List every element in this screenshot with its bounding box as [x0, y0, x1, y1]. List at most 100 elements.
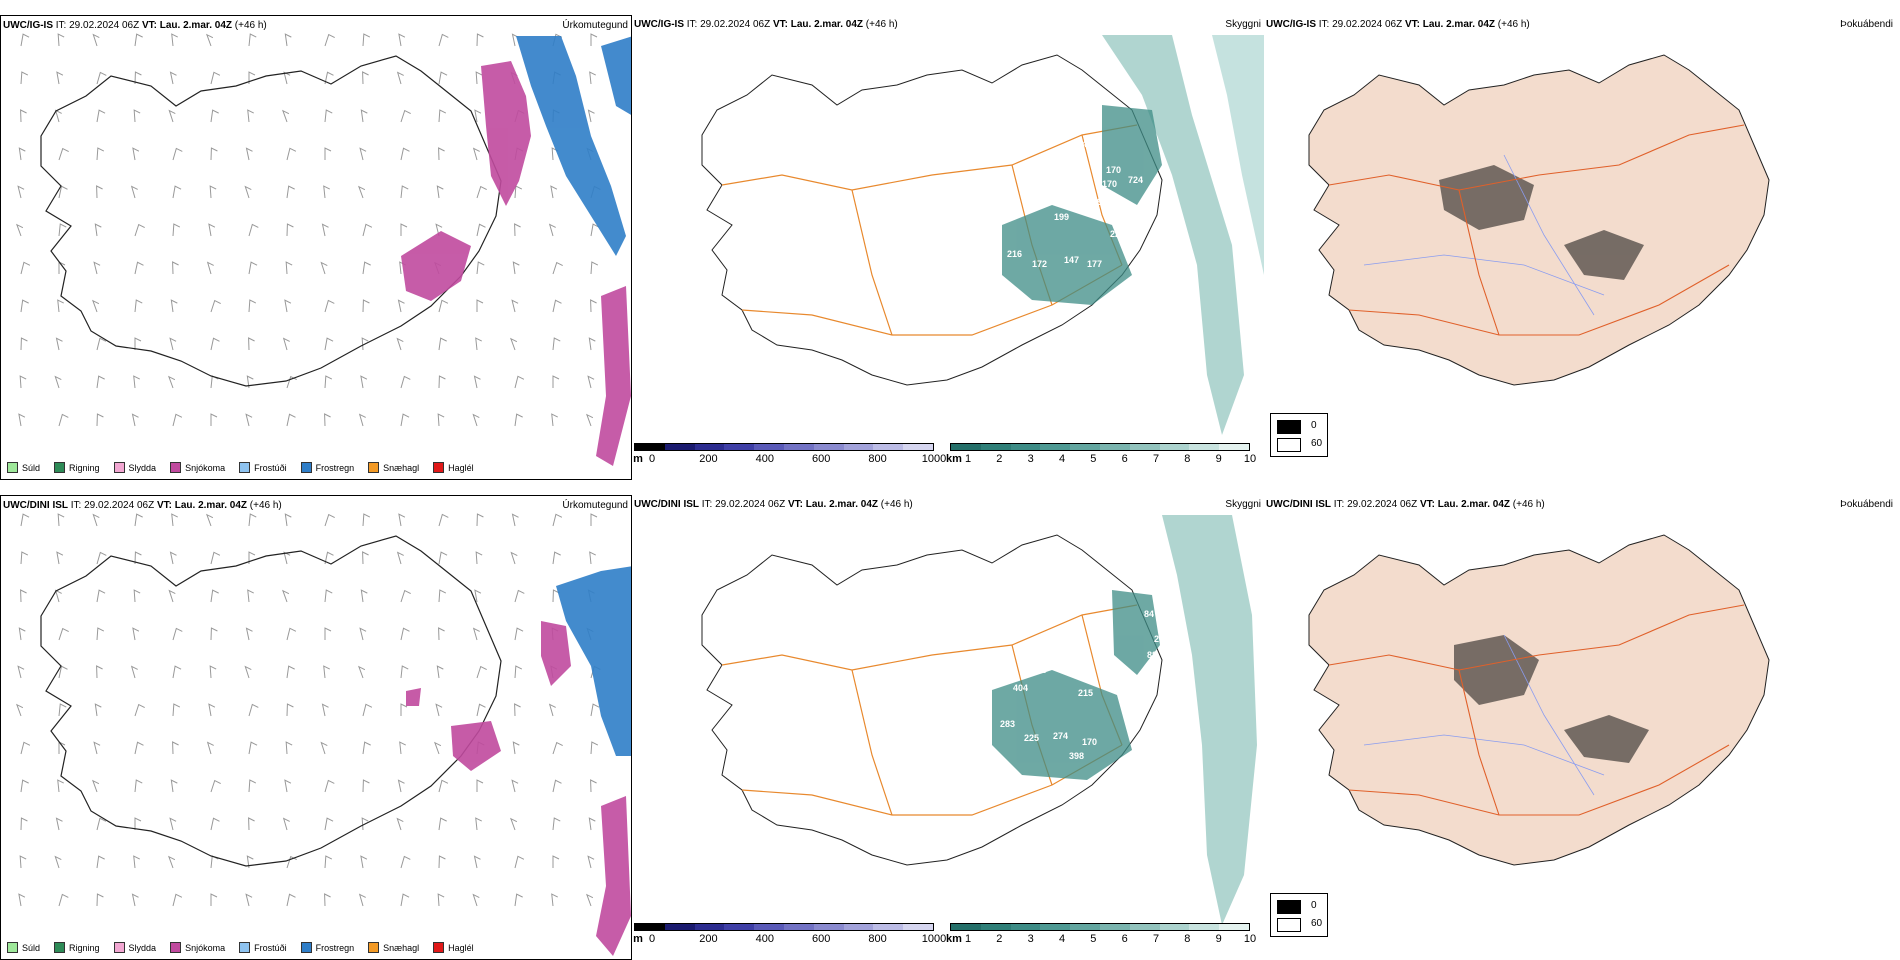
wind-barb: [134, 337, 142, 350]
wind-barb: [361, 337, 369, 351]
wind-barb: [590, 703, 600, 717]
wind-barb: [399, 741, 406, 755]
colorbar-segment: [1189, 444, 1220, 450]
wind-barb: [133, 589, 141, 603]
wind-barb: [170, 779, 178, 793]
wind-barb: [400, 893, 410, 907]
colorbar-tick: 600: [812, 933, 831, 945]
wind-barb: [131, 413, 139, 427]
colorbar-unit: km: [946, 453, 962, 465]
wind-barb: [170, 299, 178, 313]
precip-legend: Súld Rigning Slydda Snjókoma Frostúði Frostre…: [7, 462, 474, 473]
wind-barb: [320, 741, 328, 755]
wind-barb: [130, 665, 138, 679]
colorbar-tick: 800: [868, 453, 887, 465]
wind-barb: [134, 779, 143, 793]
wind-barb: [400, 703, 408, 716]
wind-barb: [20, 261, 31, 275]
wind-barb: [134, 71, 142, 85]
wind-barb: [362, 513, 371, 527]
wind-barb: [284, 513, 292, 527]
field-name: Þokuábendi: [1840, 19, 1893, 30]
colorbar-segment: [813, 444, 844, 450]
wind-barb: [283, 71, 291, 85]
colorbar-tick: 10: [1243, 453, 1257, 465]
visibility-value: 125: [1062, 162, 1077, 172]
wind-barb: [206, 741, 214, 755]
panel-title: UWC/DINI ISL IT: 29.02.2024 06Z VT: Lau.…: [634, 499, 913, 510]
wind-barb: [552, 375, 560, 388]
colorbar-segment: [1010, 924, 1041, 930]
colorbar-tick: 6: [1121, 453, 1128, 465]
visibility-value: 199: [1054, 212, 1069, 222]
wind-barb: [590, 299, 597, 313]
wind-barb: [133, 375, 140, 389]
wind-barb: [93, 261, 101, 275]
low-visibility-area: [992, 590, 1160, 780]
wind-barb: [131, 893, 139, 907]
wind-barb: [58, 893, 69, 907]
visibility-value: 222: [1110, 229, 1125, 239]
colorbar-unit: km: [946, 933, 962, 945]
fog-high-swatch: [1277, 900, 1301, 914]
wind-barb: [590, 261, 599, 275]
wind-barb: [94, 703, 102, 717]
wind-barb: [400, 375, 411, 389]
wind-barb: [209, 185, 217, 199]
visibility-labels: 149 125 170 170 724 95 199 222 216 172 147 177 238 22: [884, 139, 1143, 269]
colorbar-segment: [754, 444, 784, 450]
colorbar-segment: [783, 444, 814, 450]
fog-high-label: 0: [1311, 900, 1317, 911]
colorbar-segment: [903, 444, 933, 450]
legend-entry: Haglél: [433, 942, 474, 953]
colorbar-segment: [813, 924, 844, 930]
wind-barb: [473, 375, 481, 389]
wind-barb: [210, 627, 218, 641]
legend-entry: Súld: [7, 462, 40, 473]
wind-barb: [509, 337, 518, 351]
wind-barb: [248, 703, 259, 717]
legend-label: Haglél: [448, 462, 474, 473]
wind-barb: [282, 817, 290, 831]
wind-barb: [17, 665, 25, 679]
visibility-value: 404: [1013, 683, 1028, 693]
legend-label: Haglél: [448, 942, 474, 953]
colorbar-segment: [694, 924, 725, 930]
wind-barb: [552, 513, 563, 527]
panel-title: UWC/IG-IS IT: 29.02.2024 06Z VT: Lau. 2.…: [634, 19, 898, 30]
wind-barb: [248, 33, 257, 47]
legend-entry: Slydda: [113, 462, 156, 473]
wind-barb: [169, 817, 177, 831]
colorbar-segment: [873, 444, 904, 450]
wind-barb: [436, 185, 444, 199]
colorbar-segment: [635, 444, 665, 450]
wind-barb: [476, 665, 487, 679]
wind-barb: [514, 855, 525, 869]
wind-barb: [248, 261, 258, 275]
fog-index-area: [1454, 635, 1649, 763]
wind-barb: [58, 703, 67, 717]
wind-barb: [360, 375, 368, 389]
wind-barb: [437, 413, 445, 427]
wind-barb: [245, 627, 253, 641]
visibility-panel-bottom: UWC/DINI ISL IT: 29.02.2024 06Z VT: Lau.…: [632, 495, 1264, 960]
wind-barb: [438, 779, 449, 793]
wind-barb: [438, 299, 449, 313]
wind-barb: [438, 109, 447, 123]
sea-fog-band: [1102, 35, 1244, 435]
wind-barb: [54, 855, 62, 869]
wind-barb: [400, 185, 409, 199]
visibility-panel-top: UWC/IG-IS IT: 29.02.2024 06Z VT: Lau. 2.…: [632, 15, 1264, 480]
rivers: [1363, 634, 1605, 796]
field-name: Þokuábendi: [1840, 499, 1893, 510]
visibility-value: 398: [1069, 751, 1084, 761]
wind-barb: [357, 665, 366, 679]
visibility-value: 216: [1007, 249, 1022, 259]
wind-barb: [514, 893, 523, 907]
wind-barb: [474, 109, 482, 123]
wind-barb: [91, 779, 100, 793]
wind-barb: [514, 413, 523, 427]
wind-barb: [208, 703, 216, 717]
colorbar-tick: 4: [1058, 453, 1066, 465]
wind-barb: [96, 665, 103, 679]
